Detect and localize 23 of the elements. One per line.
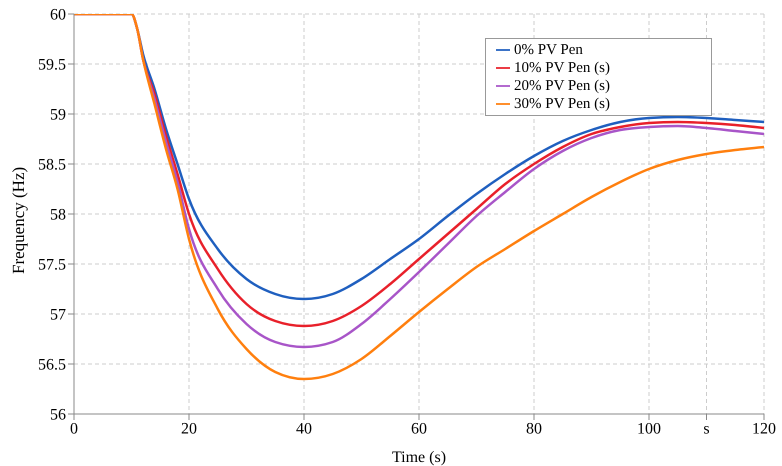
- x-tick-label: 60: [411, 420, 427, 438]
- x-tick-label: 80: [526, 420, 542, 438]
- x-tick-label: 40: [296, 420, 312, 438]
- x-tick-label: 120: [752, 420, 776, 438]
- y-tick-label: 56.5: [38, 356, 66, 374]
- y-tick-label: 58.5: [38, 156, 66, 174]
- y-tick-label: 58: [50, 206, 66, 224]
- y-tick-label: 57: [50, 306, 66, 324]
- x-axis-title: Time (s): [392, 449, 446, 466]
- x-tick-label: 0: [70, 420, 78, 438]
- legend-label: 30% PV Pen (s): [514, 96, 610, 112]
- legend-label: 10% PV Pen (s): [514, 60, 610, 76]
- x-tick-label: 100: [637, 420, 661, 438]
- y-tick-label: 56: [50, 406, 66, 424]
- y-tick-label: 57.5: [38, 256, 66, 274]
- x-tick-label: 20: [181, 420, 197, 438]
- y-tick-label: 59.5: [38, 56, 66, 74]
- y-tick-label: 60: [50, 6, 66, 24]
- y-tick-label: 59: [50, 106, 66, 124]
- legend-label: 0% PV Pen: [514, 42, 583, 58]
- y-axis-title: Frequency (Hz): [9, 166, 28, 274]
- x-tick-label: s: [703, 420, 710, 438]
- legend-label: 20% PV Pen (s): [514, 78, 610, 94]
